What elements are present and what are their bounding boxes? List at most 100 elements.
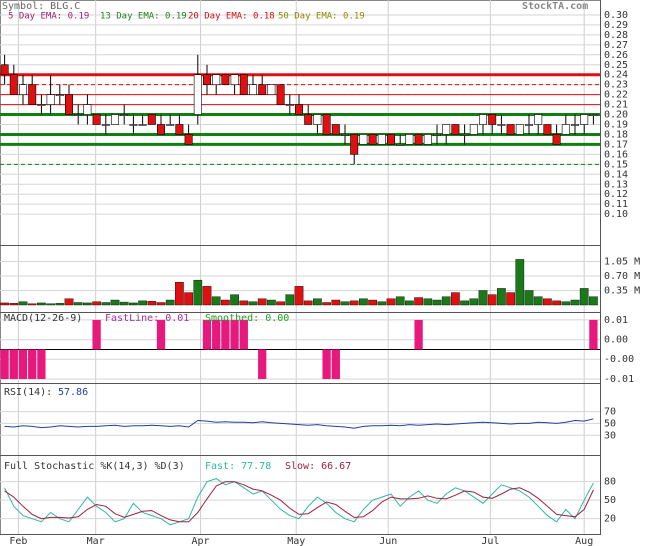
candle-body — [433, 134, 441, 136]
bar — [46, 303, 55, 306]
y-tick-label: 0.21 — [604, 100, 628, 111]
bar — [193, 279, 203, 306]
candle-body — [331, 124, 340, 135]
x-tick-label: Apr — [192, 536, 210, 546]
bar — [73, 302, 83, 306]
candle-body — [589, 114, 598, 116]
y-tick-label: -0.01 — [604, 374, 634, 385]
bar — [589, 319, 598, 350]
bar — [27, 303, 37, 306]
y-tick-label: 0.00 — [604, 335, 628, 346]
candle-body — [221, 74, 230, 85]
x-tick-label: Jun — [379, 536, 397, 546]
y-tick-label: 0.01 — [604, 315, 628, 326]
symbol-title: Symbol: BLG.C — [2, 1, 80, 12]
bar — [230, 319, 239, 350]
candle-body — [175, 124, 184, 135]
bar — [129, 302, 138, 306]
ema-label: 50 Day EMA: 0.19 — [278, 12, 365, 22]
bar — [313, 298, 322, 306]
bar — [156, 302, 166, 306]
bar — [257, 298, 267, 306]
candle-body — [203, 74, 211, 85]
y-tick-label: 50 — [604, 418, 616, 429]
candle-body — [230, 74, 239, 85]
ema-label: 5 Day EMA: 0.19 — [8, 12, 89, 22]
candle-body — [101, 124, 110, 126]
y-tick-label: 0.23 — [604, 80, 628, 91]
bar — [543, 298, 552, 306]
candle-body — [543, 124, 552, 135]
ema-label: 20 Day EMA: 0.18 — [188, 12, 275, 22]
candle-body — [83, 104, 92, 115]
candle-body — [46, 94, 55, 105]
bar — [202, 286, 212, 306]
candle-body — [212, 74, 221, 85]
bar — [211, 296, 221, 306]
candle-body — [304, 114, 313, 125]
source: StockTA.com — [522, 1, 588, 12]
y-tick-label: 0.18 — [604, 129, 628, 140]
y-tick-label: 0.27 — [604, 40, 628, 51]
candle-body — [147, 114, 156, 125]
candle-body — [258, 84, 267, 95]
bar — [165, 299, 175, 306]
bar — [331, 299, 341, 306]
bar — [589, 296, 598, 306]
bar — [0, 302, 9, 306]
candle-body — [552, 134, 561, 145]
candle-body — [469, 124, 478, 135]
y-tick-label: 0.29 — [604, 20, 628, 31]
bar — [156, 319, 166, 350]
y-tick-label: 0.26 — [604, 50, 628, 61]
candle-body — [561, 124, 570, 135]
bar — [138, 300, 147, 306]
y-tick-label: 0.11 — [604, 199, 628, 210]
candle-body — [580, 114, 589, 125]
candle-body — [239, 74, 248, 95]
bar — [110, 299, 120, 306]
candle-body — [571, 124, 579, 126]
candle-body — [387, 134, 395, 145]
candle-body — [28, 84, 37, 105]
candle-body — [350, 134, 359, 155]
y-tick-label: 0.35 M — [604, 286, 640, 297]
bar — [414, 297, 423, 306]
bar — [441, 296, 451, 306]
bar — [487, 294, 497, 306]
y-tick-label: 70 — [604, 407, 616, 418]
bar — [322, 302, 331, 306]
y-tick-label: 20 — [604, 514, 616, 525]
x-tick-label: May — [287, 536, 305, 546]
y-tick-label: 0.16 — [604, 149, 628, 160]
bar — [322, 349, 331, 380]
bar — [18, 349, 28, 380]
candle-body — [359, 134, 368, 145]
candle-body — [488, 114, 497, 125]
y-tick-label: 1.05 M — [604, 257, 640, 268]
bar — [460, 300, 469, 306]
macd-title: MACD(12-26-9) — [4, 313, 82, 324]
candle-body — [341, 134, 349, 136]
bar — [55, 303, 65, 306]
candle-body — [525, 124, 533, 126]
candle-body — [55, 94, 64, 96]
bar — [524, 290, 534, 306]
candle-body — [120, 114, 129, 116]
y-tick-label: 50 — [604, 495, 616, 506]
y-tick-label: 0.12 — [604, 189, 628, 200]
candle-body — [74, 114, 83, 116]
bar — [469, 298, 479, 306]
macd-fast: FastLine: 0.01 — [105, 313, 189, 324]
y-tick-label: 0.15 — [604, 159, 628, 170]
bar — [395, 296, 405, 306]
candle-body — [322, 114, 331, 135]
x-tick-label: Feb — [9, 536, 27, 546]
rsi-value: 57.86 — [58, 387, 88, 398]
candle-body — [166, 124, 175, 126]
y-tick-label: 0.10 — [604, 209, 628, 220]
candle-body — [405, 134, 414, 145]
bar — [101, 302, 111, 306]
